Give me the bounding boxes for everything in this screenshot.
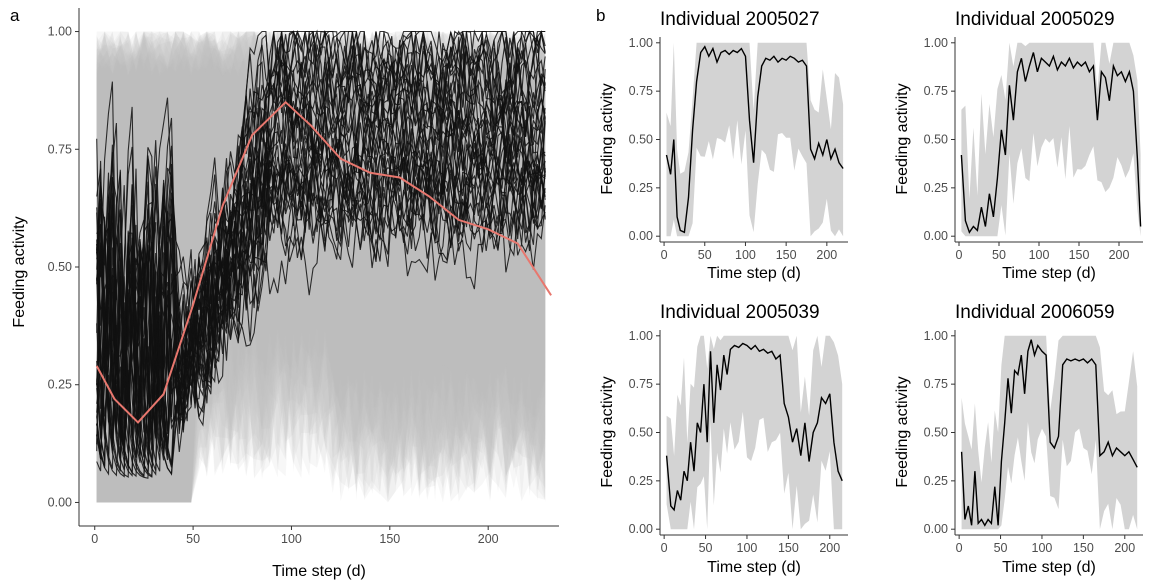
panel-a-individual-track bbox=[96, 61, 546, 478]
panel-a-individual-track bbox=[96, 134, 546, 463]
panel-a-individual-track bbox=[96, 70, 546, 468]
panel-b2-ticks: 0 50 100 150 200 0.00 0.25 0.50 0.75 1.00 bbox=[924, 36, 1130, 262]
panel-a-x-tick-label: 0 bbox=[91, 532, 98, 546]
panel-b2-y-tick-label: 0.00 bbox=[924, 229, 948, 243]
panel-b3-credible-band bbox=[666, 335, 843, 530]
panel-b1-title: Individual 2005027 bbox=[660, 9, 820, 30]
panel-b1-x-tick-label: 0 bbox=[661, 248, 668, 262]
panel-a-individual-track bbox=[96, 108, 546, 470]
panel-b2-x-tick-label: 100 bbox=[1029, 248, 1050, 262]
panel-b4: Individual 2006059 0 50 100 150 2000.000.250… bbox=[894, 302, 1143, 576]
panel-b3-x-tick-label: 100 bbox=[737, 541, 758, 555]
panel-a-y-tick-label: 0.50 bbox=[48, 260, 72, 274]
panel-b4-x-tick-label: 150 bbox=[1073, 541, 1094, 555]
panel-b2-x-tick-label: 150 bbox=[1069, 248, 1090, 262]
panel-a-individual-tracks bbox=[96, 29, 546, 479]
panel-b2: Individual 2005029 0 50 100 150 2000.000.250… bbox=[894, 9, 1143, 282]
panel-a-individual-track bbox=[96, 82, 546, 466]
panel-b4-x-tick-label: 100 bbox=[1032, 541, 1053, 555]
panel-a-individual-track bbox=[96, 142, 546, 466]
panel-a-x-tick-label: 100 bbox=[281, 532, 302, 546]
panel-b4-y-label: Feeding activity bbox=[894, 376, 911, 487]
panel-b2-y-tick-label: 1.00 bbox=[924, 36, 948, 50]
panel-b4-title: Individual 2006059 bbox=[955, 302, 1115, 323]
panel-b1-y-tick-label: 0.75 bbox=[629, 84, 653, 98]
panel-a-y-tick-label: 1.00 bbox=[48, 25, 72, 39]
panel-b3-y-tick-label: 0.50 bbox=[629, 426, 653, 440]
panel-b4-y-tick-label: 0.00 bbox=[924, 522, 948, 536]
panel-b3-x-tick-label: 50 bbox=[699, 541, 713, 555]
panel-b4-ticks: 0 50 100 150 200 0.00 0.25 0.50 0.75 1.00 bbox=[924, 329, 1136, 555]
panel-b2-x-label: Time step (d) bbox=[1002, 265, 1096, 282]
panel-b2-activity-line bbox=[960, 52, 1142, 234]
panel-b3-title: Individual 2005039 bbox=[660, 302, 820, 323]
panel-b3: Individual 2005039 0 50 100 150 2000.000.250… bbox=[599, 302, 848, 576]
panel-a-y-tick-label: 0.75 bbox=[48, 142, 72, 156]
panel-b4-x-tick-label: 200 bbox=[1114, 541, 1135, 555]
panel-b3-y-label: Feeding activity bbox=[599, 376, 616, 487]
panel-b2-x-tick-label: 50 bbox=[992, 248, 1006, 262]
panel-b4-y-tick-label: 0.75 bbox=[924, 377, 948, 391]
panel-letter-a: a bbox=[10, 6, 20, 25]
panel-b3-y-tick-label: 1.00 bbox=[629, 329, 653, 343]
panel-b3-x-tick-label: 0 bbox=[661, 541, 668, 555]
panel-b2-x-tick-label: 200 bbox=[1109, 248, 1130, 262]
panel-b1-activity-line bbox=[665, 45, 844, 234]
panel-b3-x-label: Time step (d) bbox=[707, 559, 801, 576]
panel-b2-x-tick-label: 0 bbox=[956, 248, 963, 262]
panel-b3-ticks: 0 50 100 150 200 0.00 0.25 0.50 0.75 1.00 bbox=[629, 329, 841, 555]
panel-a-x-tick-label: 150 bbox=[379, 532, 400, 546]
panel-a-x-label: Time step (d) bbox=[272, 563, 366, 580]
panel-b4-y-tick-label: 0.25 bbox=[924, 474, 948, 488]
panel-b1-y-tick-label: 1.00 bbox=[629, 36, 653, 50]
panel-b4-x-tick-label: 0 bbox=[956, 541, 963, 555]
panel-b1-y-tick-label: 0.50 bbox=[629, 133, 653, 147]
panel-b3-y-tick-label: 0.00 bbox=[629, 522, 653, 536]
panel-a-individual-track bbox=[96, 75, 546, 473]
panel-b1-x-tick-label: 150 bbox=[776, 248, 797, 262]
panel-a-y-tick-label: 0.25 bbox=[48, 378, 72, 392]
panel-b1-x-tick-label: 100 bbox=[735, 248, 756, 262]
panel-b4-x-tick-label: 50 bbox=[994, 541, 1008, 555]
panel-a: 0 50 100 150 200 0.00 0.25 0.50 0.75 1.00 Time st… bbox=[11, 8, 559, 580]
panel-letter-b: b bbox=[596, 6, 605, 25]
panel-b4-activity-line bbox=[960, 339, 1138, 527]
panel-b4-y-tick-label: 1.00 bbox=[924, 329, 948, 343]
panel-a-x-tick-label: 200 bbox=[478, 532, 499, 546]
panel-a-x-tick-label: 50 bbox=[186, 532, 200, 546]
panel-a-ticks: 0 50 100 150 200 0.00 0.25 0.50 0.75 1.00 bbox=[48, 25, 499, 546]
panel-a-mean-trend-line bbox=[95, 100, 552, 424]
panel-b3-y-tick-label: 0.25 bbox=[629, 474, 653, 488]
panel-b3-y-tick-label: 0.75 bbox=[629, 377, 653, 391]
panel-b1-x-label: Time step (d) bbox=[707, 265, 801, 282]
panel-b2-y-tick-label: 0.75 bbox=[924, 84, 948, 98]
panel-b1-x-tick-label: 200 bbox=[816, 248, 837, 262]
panel-a-y-label: Feeding activity bbox=[11, 216, 28, 327]
panel-b3-x-tick-label: 200 bbox=[819, 541, 840, 555]
panel-b4-y-tick-label: 0.50 bbox=[924, 426, 948, 440]
panel-b2-y-tick-label: 0.25 bbox=[924, 181, 948, 195]
panel-b4-x-label: Time step (d) bbox=[1002, 559, 1096, 576]
panel-b2-title: Individual 2005029 bbox=[955, 9, 1115, 30]
panel-b2-y-label: Feeding activity bbox=[894, 83, 911, 194]
panel-b1-y-label: Feeding activity bbox=[599, 83, 616, 194]
panel-b3-activity-line bbox=[665, 342, 843, 512]
panel-b1-x-tick-label: 50 bbox=[698, 248, 712, 262]
panel-b1-ticks: 0 50 100 150 200 0.00 0.25 0.50 0.75 1.00 bbox=[629, 36, 838, 262]
panel-a-y-tick-label: 0.00 bbox=[48, 495, 72, 509]
panel-b1: Individual 2005027 0 50 100 150 2000.000.250… bbox=[599, 9, 848, 282]
panel-b3-x-tick-label: 150 bbox=[778, 541, 799, 555]
panel-b1-y-tick-label: 0.00 bbox=[629, 229, 653, 243]
panel-a-individual-track bbox=[96, 30, 546, 478]
panel-b1-y-tick-label: 0.25 bbox=[629, 181, 653, 195]
panel-b2-y-tick-label: 0.50 bbox=[924, 133, 948, 147]
